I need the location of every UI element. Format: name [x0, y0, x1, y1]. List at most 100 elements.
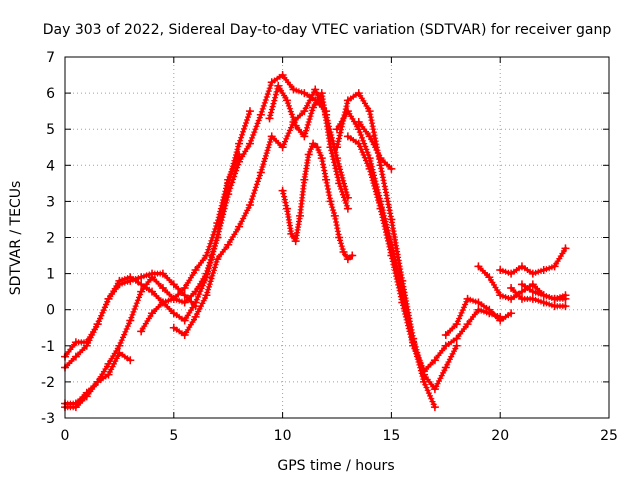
data-point [137, 327, 146, 336]
data-point [430, 385, 439, 394]
y-tick-label: 4 [46, 158, 55, 174]
data-point [517, 262, 526, 271]
data-point [115, 280, 124, 289]
data-point [452, 334, 461, 343]
data-point [180, 330, 189, 339]
series-arc-16 [507, 284, 570, 311]
data-point [71, 352, 80, 361]
data-point [137, 287, 146, 296]
data-point [343, 96, 352, 105]
data-point [539, 265, 548, 274]
data-point [235, 222, 244, 231]
data-point [300, 107, 309, 116]
data-point [267, 78, 276, 87]
data-point [528, 294, 537, 303]
data-point [278, 143, 287, 152]
data-point [528, 280, 537, 289]
x-axis-label: GPS time / hours [277, 458, 394, 474]
data-point [430, 403, 439, 412]
tick-layer: -3 -2 -1 0 1 2 3 4 5 6 7 0 5 10 15 20 25 [41, 50, 618, 444]
data-point [300, 132, 309, 141]
data-point [343, 255, 352, 264]
y-tick-label: 2 [46, 231, 55, 247]
data-point [213, 233, 222, 242]
data-point [224, 190, 233, 199]
data-point [474, 305, 483, 314]
data-point [313, 143, 322, 152]
data-point [282, 204, 291, 213]
data-point [517, 280, 526, 289]
data-point [517, 287, 526, 296]
data-point [376, 204, 385, 213]
data-point [235, 139, 244, 148]
data-point [387, 251, 396, 260]
data-point [148, 287, 157, 296]
data-point [126, 316, 135, 325]
data-point [452, 320, 461, 329]
data-point [441, 341, 450, 350]
data-point [474, 298, 483, 307]
data-point [126, 276, 135, 285]
data-point [348, 251, 357, 260]
y-tick-label: -2 [41, 375, 55, 391]
data-point [441, 363, 450, 372]
y-tick-label: -1 [41, 339, 55, 355]
x-tick-label: 0 [61, 428, 70, 444]
y-tick-label: 3 [46, 194, 55, 210]
data-point [317, 89, 326, 98]
y-tick-label: 0 [46, 303, 55, 319]
data-point [322, 175, 331, 184]
series-arc-15 [496, 244, 570, 278]
data-point [354, 89, 363, 98]
data-point [561, 291, 570, 300]
data-point [180, 316, 189, 325]
y-tick-label: -3 [41, 411, 55, 427]
data-point [82, 338, 91, 347]
x-tick-label: 25 [600, 428, 618, 444]
data-point [274, 81, 283, 90]
data-point [561, 244, 570, 253]
y-tick-label: 7 [46, 50, 55, 66]
x-tick-label: 20 [491, 428, 509, 444]
series-arc-12 [354, 117, 396, 173]
data-point [528, 287, 537, 296]
series-arc-11 [343, 132, 505, 376]
data-point [304, 150, 313, 159]
series-arc-5 [137, 71, 331, 336]
data-point [335, 179, 344, 188]
data-point [202, 251, 211, 260]
data-point [539, 298, 548, 307]
data-point [496, 316, 505, 325]
y-tick-label: 5 [46, 122, 55, 138]
series-markers [62, 108, 253, 407]
data-point [158, 284, 167, 293]
data-point [282, 96, 291, 105]
data-point [180, 291, 189, 300]
series-line [172, 87, 350, 337]
data-point [191, 312, 200, 321]
data-point [539, 291, 548, 300]
data-point [202, 291, 211, 300]
series-layer [61, 71, 570, 412]
series-line [335, 91, 459, 391]
data-point [191, 298, 200, 307]
data-point [333, 143, 341, 152]
data-point [213, 255, 222, 264]
data-point [191, 265, 200, 274]
data-point [339, 247, 348, 256]
data-point [330, 211, 339, 220]
series-arc-1 [61, 107, 254, 408]
data-point [169, 294, 178, 303]
series-arc-8 [278, 139, 357, 264]
data-point [420, 377, 429, 386]
data-point [485, 273, 494, 282]
data-point [550, 294, 559, 303]
data-point [496, 265, 505, 274]
data-point [278, 71, 287, 80]
data-point [289, 85, 298, 94]
data-point [354, 117, 363, 126]
data-point [169, 323, 178, 332]
data-point [291, 237, 300, 246]
series-arc-17 [517, 280, 570, 303]
data-point [256, 168, 265, 177]
